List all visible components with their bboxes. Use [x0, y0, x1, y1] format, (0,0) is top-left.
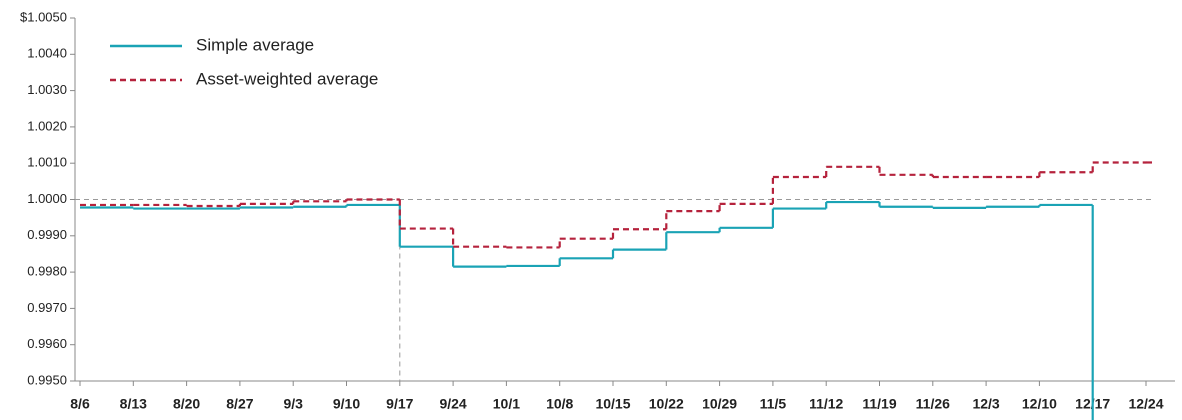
y-tick-label: 1.0030 — [27, 82, 67, 97]
x-tick-label: 10/15 — [595, 396, 630, 412]
x-tick-label: 9/10 — [333, 396, 360, 412]
y-tick-label: 1.0010 — [27, 155, 67, 170]
x-tick-label: 12/24 — [1128, 396, 1163, 412]
y-tick-label: 0.9950 — [27, 372, 67, 387]
x-tick-label: 11/5 — [760, 396, 787, 412]
x-tick-label: 8/27 — [226, 396, 253, 412]
x-tick-label: 8/13 — [120, 396, 147, 412]
y-tick-label: 0.9990 — [27, 227, 67, 242]
x-tick-label: 8/20 — [173, 396, 200, 412]
y-tick-label: 1.0040 — [27, 46, 67, 61]
x-tick-label: 12/3 — [972, 396, 999, 412]
x-tick-label: 10/29 — [702, 396, 737, 412]
x-tick-label: 9/17 — [386, 396, 413, 412]
y-tick-label: 0.9980 — [27, 264, 67, 279]
x-tick-label: 11/12 — [809, 396, 843, 412]
legend-label: Simple average — [196, 35, 314, 54]
legend-label: Asset-weighted average — [196, 69, 378, 88]
y-tick-label: 1.0000 — [27, 191, 67, 206]
y-tick-label: 0.9960 — [27, 336, 67, 351]
x-tick-label: 10/8 — [546, 396, 573, 412]
x-tick-label: 8/6 — [70, 396, 90, 412]
y-tick-label: $1.0050 — [20, 9, 67, 24]
x-tick-label: 11/19 — [862, 396, 896, 412]
x-tick-label: 9/24 — [439, 396, 466, 412]
x-tick-label: 10/1 — [493, 396, 520, 412]
x-tick-label: 11/26 — [916, 396, 950, 412]
y-tick-label: 0.9970 — [27, 300, 67, 315]
x-tick-label: 9/3 — [283, 396, 303, 412]
x-tick-label: 12/10 — [1022, 396, 1057, 412]
x-tick-label: 10/22 — [649, 396, 684, 412]
y-tick-label: 1.0020 — [27, 118, 67, 133]
